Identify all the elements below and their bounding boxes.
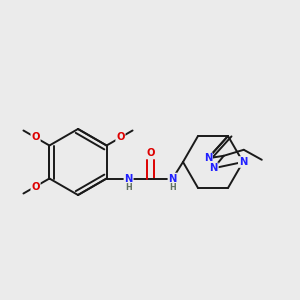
Text: O: O [146,148,155,158]
Text: N: N [124,173,133,184]
Text: N: N [209,163,218,173]
Text: O: O [31,182,40,191]
Text: N: N [204,153,212,163]
Text: H: H [169,183,176,192]
Text: N: N [239,157,247,167]
Text: O: O [31,133,40,142]
Text: O: O [116,133,125,142]
Text: H: H [125,183,132,192]
Text: N: N [168,173,177,184]
